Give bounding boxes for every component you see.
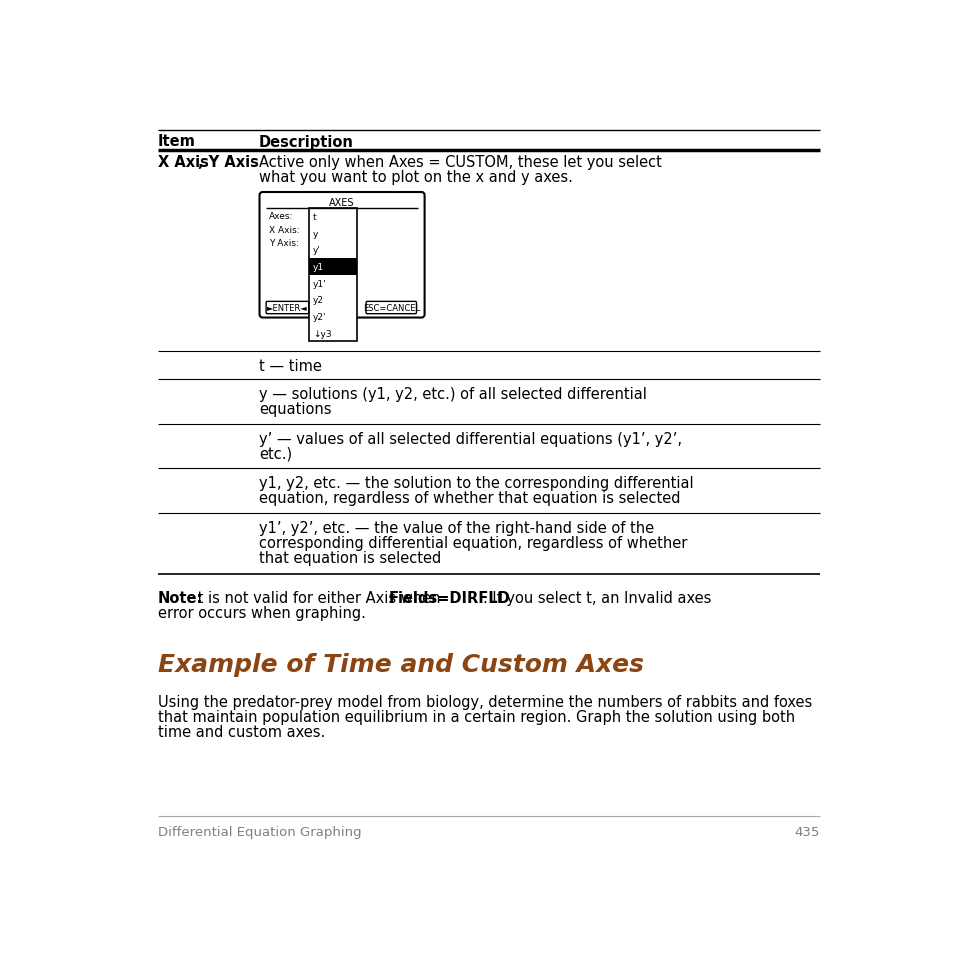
Bar <box>309 209 356 342</box>
Text: y1, y2, etc. — the solution to the corresponding differential: y1, y2, etc. — the solution to the corre… <box>258 476 693 491</box>
Text: Active only when Axes = CUSTOM, these let you select: Active only when Axes = CUSTOM, these le… <box>258 154 661 170</box>
FancyBboxPatch shape <box>266 302 309 314</box>
Text: equations: equations <box>258 401 331 416</box>
Text: 435: 435 <box>794 825 819 838</box>
Text: Example of Time and Custom Axes: Example of Time and Custom Axes <box>158 653 643 677</box>
Text: y1': y1' <box>313 279 326 289</box>
Text: y1’, y2’, etc. — the value of the right-hand side of the: y1’, y2’, etc. — the value of the right-… <box>258 520 653 536</box>
Text: error occurs when graphing.: error occurs when graphing. <box>158 605 366 620</box>
Text: what you want to plot on the x and y axes.: what you want to plot on the x and y axe… <box>258 170 572 184</box>
Text: Y Axis:: Y Axis: <box>269 239 298 248</box>
Text: y’ — values of all selected differential equations (y1’, y2’,: y’ — values of all selected differential… <box>258 432 681 446</box>
Text: that maintain population equilibrium in a certain region. Graph the solution usi: that maintain population equilibrium in … <box>158 710 794 724</box>
Text: . If you select t, an Invalid axes: . If you select t, an Invalid axes <box>482 590 711 605</box>
Text: that equation is selected: that equation is selected <box>258 551 440 565</box>
Text: t is not valid for either Axis when: t is not valid for either Axis when <box>193 590 445 605</box>
Bar <box>309 259 356 275</box>
Text: Axes:: Axes: <box>269 213 293 221</box>
Text: Fields=DIRFLD: Fields=DIRFLD <box>388 590 510 605</box>
Text: X Axis: X Axis <box>158 154 209 170</box>
Text: y — solutions (y1, y2, etc.) of all selected differential: y — solutions (y1, y2, etc.) of all sele… <box>258 387 646 401</box>
Text: Note:: Note: <box>158 590 203 605</box>
Text: y2': y2' <box>313 313 326 321</box>
FancyBboxPatch shape <box>259 193 424 318</box>
Text: Description: Description <box>258 134 354 150</box>
Text: y: y <box>313 230 318 238</box>
Text: ↓y3: ↓y3 <box>313 329 332 338</box>
Text: equation, regardless of whether that equation is selected: equation, regardless of whether that equ… <box>258 491 679 506</box>
Text: , Y Axis: , Y Axis <box>198 154 259 170</box>
Text: ESC=CANCEL: ESC=CANCEL <box>362 304 419 313</box>
Text: etc.): etc.) <box>258 446 292 461</box>
Text: y2: y2 <box>313 296 324 305</box>
Text: time and custom axes.: time and custom axes. <box>158 724 325 740</box>
Text: corresponding differential equation, regardless of whether: corresponding differential equation, reg… <box>258 536 686 551</box>
Text: t: t <box>313 213 316 222</box>
FancyBboxPatch shape <box>366 302 416 314</box>
Text: y': y' <box>313 246 320 255</box>
Text: AXES: AXES <box>329 197 355 208</box>
Text: X Axis:: X Axis: <box>269 226 299 234</box>
Text: Item: Item <box>158 134 195 150</box>
Text: y1: y1 <box>313 263 324 272</box>
Text: Using the predator-prey model from biology, determine the numbers of rabbits and: Using the predator-prey model from biolo… <box>158 695 811 710</box>
Text: ►ENTER◄: ►ENTER◄ <box>267 304 308 313</box>
Text: Differential Equation Graphing: Differential Equation Graphing <box>158 825 361 838</box>
Text: t — time: t — time <box>258 359 321 374</box>
